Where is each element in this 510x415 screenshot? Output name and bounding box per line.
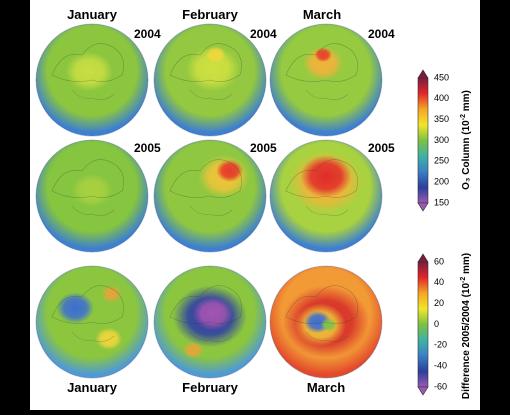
colorbar-difference-bottom-arrow xyxy=(417,386,429,396)
continent-outline xyxy=(285,285,358,324)
ozone-anomaly-region xyxy=(300,155,352,198)
ozone-anomaly-region xyxy=(303,46,344,80)
cbar-top-tick-400: 400 xyxy=(434,93,449,103)
globe-rim xyxy=(35,23,149,137)
year-label-feb-2004: 2004 xyxy=(250,27,277,41)
ozone-anomaly-region xyxy=(65,52,113,92)
colorbar-ozone: 450 400 350 300 250 200 150 O₃ Column (1… xyxy=(417,69,472,212)
ozone-anomaly-region xyxy=(71,173,113,208)
globe-rim xyxy=(269,139,383,253)
globe-rim xyxy=(153,23,267,137)
coastline xyxy=(305,331,349,343)
colorbar-ozone-title: O₃ Column (10-2 mm) xyxy=(460,90,472,190)
year-label-feb-2005: 2005 xyxy=(250,141,277,155)
ozone-anomaly-region xyxy=(192,296,233,331)
cbar-top-tick-450: 450 xyxy=(434,72,449,82)
ozone-anomaly-region xyxy=(95,327,123,350)
cbar-bot-tick-60: 60 xyxy=(434,256,444,266)
colorbar-difference-title: Difference 2005/2004 (10-2 mm) xyxy=(460,253,472,399)
globe-rim xyxy=(269,23,383,137)
ozone-anomaly-region xyxy=(183,341,204,359)
globe-feb-diff xyxy=(154,266,266,378)
ozone-anomaly-region xyxy=(101,285,122,303)
cbar-top-tick-200: 200 xyxy=(434,177,449,187)
header-month-feb: February xyxy=(182,7,238,22)
continent-outline xyxy=(285,43,358,82)
continent-outline xyxy=(285,159,358,198)
coastline xyxy=(189,89,233,101)
year-label-mar-2005: 2005 xyxy=(368,141,395,155)
header-month-mar: March xyxy=(303,7,341,22)
coastline xyxy=(189,331,233,343)
continent-outline xyxy=(51,285,124,324)
colorbar-difference-top-arrow xyxy=(417,253,429,263)
globe-feb-2005 xyxy=(154,140,266,252)
cbar-bot-tick-0: 0 xyxy=(434,319,439,329)
globe-rim xyxy=(269,265,383,379)
coastline xyxy=(71,89,115,101)
globe-mar-2005 xyxy=(270,140,382,252)
continent-outline xyxy=(169,43,242,82)
coastline xyxy=(71,331,115,343)
footer-month-feb: February xyxy=(182,380,238,395)
globe-rim xyxy=(153,265,267,379)
globe-mar-diff xyxy=(270,266,382,378)
globe-jan-2005 xyxy=(36,140,148,252)
cbar-top-tick-350: 350 xyxy=(434,114,449,124)
globe-jan-diff xyxy=(36,266,148,378)
continent-outline xyxy=(169,159,242,198)
ozone-anomaly-region xyxy=(56,292,95,324)
colorbar-ozone-bottom-arrow xyxy=(417,202,429,212)
continent-outline xyxy=(169,285,242,324)
ozone-anomaly-region xyxy=(320,318,337,332)
cbar-bot-tick-40: 40 xyxy=(434,277,444,287)
year-label-jan-2004: 2004 xyxy=(134,27,161,41)
cbar-bot-tick-m20: -20 xyxy=(434,340,447,350)
continent-outline xyxy=(51,43,124,82)
cbar-top-tick-150: 150 xyxy=(434,197,449,207)
coastline xyxy=(305,89,349,101)
cbar-top-tick-300: 300 xyxy=(434,135,449,145)
year-label-mar-2004: 2004 xyxy=(368,27,395,41)
continent-outline xyxy=(51,159,124,198)
globe-rim xyxy=(35,265,149,379)
ozone-anomaly-region xyxy=(185,46,240,92)
globe-surface xyxy=(270,24,382,136)
globe-rim xyxy=(35,139,149,253)
coastline xyxy=(189,205,233,217)
globe-feb-2004 xyxy=(154,24,266,136)
ozone-anomaly-region xyxy=(205,46,226,64)
globe-jan-2004 xyxy=(36,24,148,136)
cbar-bot-tick-20: 20 xyxy=(434,298,444,308)
header-month-jan: January xyxy=(67,7,118,22)
ozone-anomaly-region xyxy=(314,47,332,63)
footer-month-mar: March xyxy=(307,380,345,395)
footer-month-jan: January xyxy=(67,380,118,395)
cbar-bot-tick-m60: -60 xyxy=(434,381,447,391)
coastline xyxy=(305,205,349,217)
ozone-anomaly-region xyxy=(216,159,244,182)
colorbar-difference: 60 40 20 0 -20 -40 -60 Difference 2005/2… xyxy=(417,253,472,399)
globe-grid xyxy=(35,23,383,379)
globe-mar-2004 xyxy=(270,24,382,136)
year-label-jan-2005: 2005 xyxy=(134,141,161,155)
cbar-top-tick-250: 250 xyxy=(434,156,449,166)
cbar-bot-tick-m40: -40 xyxy=(434,361,447,371)
coastline xyxy=(71,205,115,217)
colorbar-ozone-top-arrow xyxy=(417,69,429,79)
globe-rim xyxy=(153,139,267,253)
